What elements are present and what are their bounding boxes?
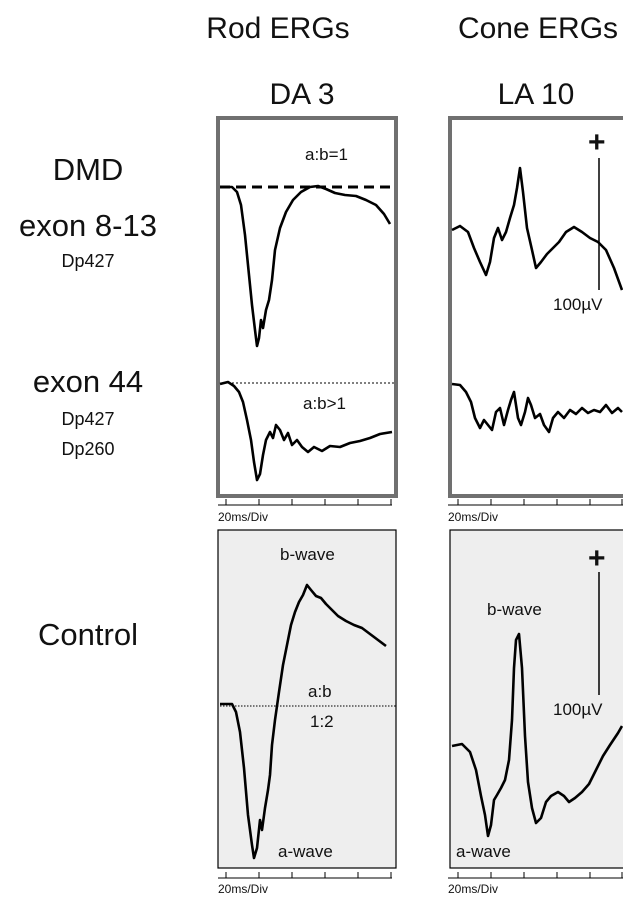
control-cone-time-axis (448, 872, 623, 879)
control-rod-trace (220, 583, 387, 860)
control-label: Control (38, 617, 138, 652)
exon-8-13-label: exon 8-13 (19, 208, 157, 243)
control-cone-timebase: 20ms/Div (448, 882, 499, 896)
dmd-813-cone-trace (451, 166, 623, 291)
dmd-rod-panel (216, 116, 398, 498)
rod-protocol-label: DA 3 (269, 78, 335, 111)
dmd-cone-time-axis (448, 499, 623, 506)
dmd-44-cone-trace (451, 382, 623, 434)
dmd-scale-label: 100µV (553, 295, 603, 314)
control-rod-panel (217, 529, 397, 869)
control-scale-plus: + (588, 542, 606, 575)
control-rod-awave-label: a-wave (278, 842, 333, 861)
control-ratio-bottom: 1:2 (310, 712, 334, 731)
control-ratio-top: a:b (308, 682, 332, 701)
ratio-dmd-813: a:b=1 (305, 145, 349, 164)
control-cone-bwave-label: b-wave (487, 600, 542, 619)
exon-44-label: exon 44 (32, 364, 144, 399)
dmd-label: DMD (52, 152, 124, 187)
dmd-rod-timebase: 20ms/Div (218, 510, 269, 524)
dmd-cone-panel (448, 116, 623, 498)
exon-44-protein-1: Dp427 (61, 409, 115, 429)
control-cone-panel (449, 529, 623, 869)
control-rod-timebase: 20ms/Div (218, 882, 269, 896)
rod-ergs-header: Rod ERGs (206, 12, 350, 45)
exon-44-protein-2: Dp260 (61, 439, 115, 459)
cone-protocol-label: LA 10 (497, 78, 575, 111)
control-cone-trace (451, 632, 623, 838)
exon-8-13-protein: Dp427 (61, 251, 115, 271)
control-cone-awave-label: a-wave (456, 842, 511, 861)
ratio-dmd-44: a:b>1 (303, 394, 347, 413)
dmd-scale-plus: + (588, 126, 606, 159)
control-rod-bwave-label: b-wave (280, 545, 335, 564)
dmd-44-rod-trace (219, 380, 393, 482)
dmd-cone-timebase: 20ms/Div (448, 510, 499, 524)
control-rod-time-axis (218, 872, 392, 879)
cone-ergs-header: Cone ERGs (457, 12, 619, 45)
dmd-rod-time-axis (218, 499, 392, 506)
dmd-813-rod-trace (220, 184, 392, 348)
control-scale-label: 100µV (553, 700, 603, 719)
